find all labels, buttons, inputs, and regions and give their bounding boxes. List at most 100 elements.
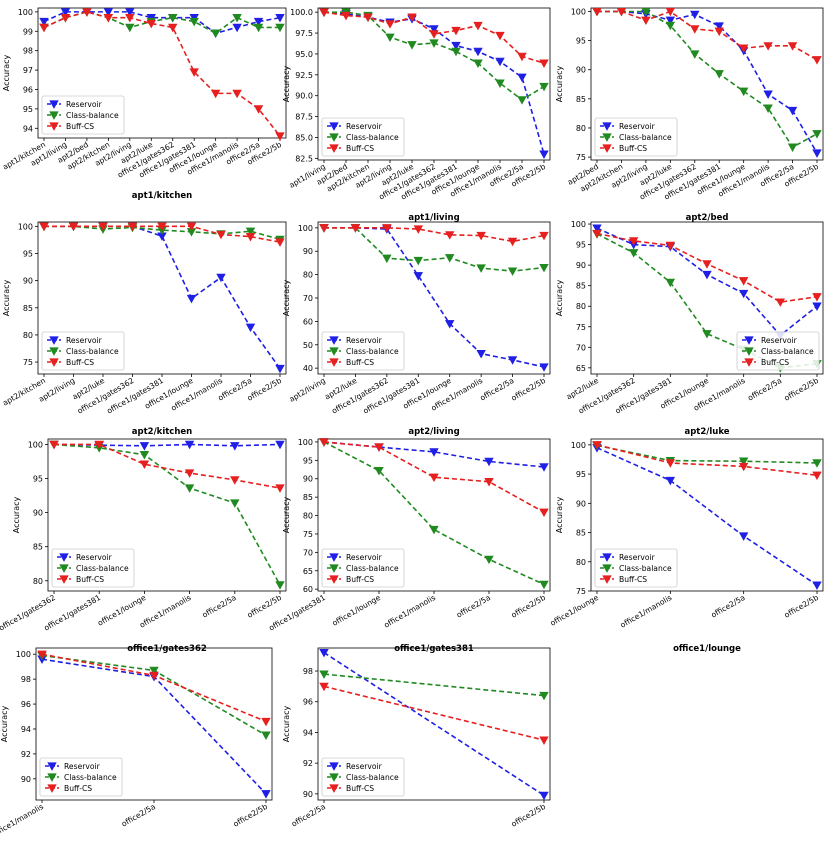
y-tick-label: 92: [303, 759, 313, 768]
chart-title: apt1/kitchen: [132, 191, 192, 201]
data-point-class-balance: [641, 7, 651, 17]
y-tick-label: 85: [576, 95, 586, 104]
data-point-class-balance: [738, 457, 749, 467]
y-axis-label: Accuracy: [282, 496, 291, 533]
legend-label-class-balance: Class-balance: [346, 773, 399, 782]
legend-marker-buff-cs: [329, 784, 339, 793]
data-point-buff-cs: [539, 508, 549, 518]
data-point-class-balance: [230, 499, 240, 508]
y-tick-label: 75: [576, 153, 586, 162]
data-point-buff-cs: [245, 232, 256, 242]
data-point-class-balance: [210, 29, 221, 39]
legend-marker-reservoir: [47, 762, 57, 771]
y-axis-label: Accuracy: [282, 279, 291, 316]
data-point-reservoir: [275, 440, 285, 450]
y-tick-label: 92.5: [295, 71, 313, 80]
chart-title: office1/gates381: [394, 644, 474, 654]
x-tick-label: office2/5b: [510, 593, 547, 620]
data-point-buff-cs: [319, 438, 329, 447]
data-point-buff-cs: [484, 478, 494, 487]
data-point-reservoir: [139, 442, 150, 451]
y-tick-label: 60: [303, 585, 313, 594]
y-tick-label: 80: [303, 271, 313, 280]
legend: Reservoir Class-balance Buff-CS: [39, 757, 123, 797]
legend-box: [736, 331, 820, 371]
data-point-buff-cs: [690, 25, 700, 34]
legend-marker-reservoir: [329, 762, 339, 771]
y-axis-label: Accuracy: [282, 65, 291, 102]
chart-panel-office1-lounge: 75 80 85 90 95 100 Accuracy office1/lounge offic…: [549, 438, 824, 654]
data-point-buff-cs: [189, 68, 199, 77]
data-point-class-balance: [665, 278, 676, 288]
legend-marker-buff-cs: [602, 575, 612, 584]
legend: Reservoir Class-balance Buff-CS: [41, 331, 125, 371]
data-point-class-balance: [385, 33, 395, 43]
legend-marker-buff-cs: [49, 358, 59, 367]
data-point-class-balance: [168, 14, 178, 23]
legend-label-class-balance: Class-balance: [346, 564, 399, 573]
data-point-buff-cs: [495, 31, 505, 41]
data-point-buff-cs: [812, 471, 822, 481]
x-tick-label: office2/5b: [783, 593, 820, 620]
legend-label-class-balance: Class-balance: [76, 564, 129, 573]
data-point-buff-cs: [275, 238, 285, 247]
legend: Reservoir Class-balance Buff-CS: [51, 548, 135, 588]
x-tick-label: office2/5a: [290, 802, 327, 829]
legend-marker-class-balance: [49, 111, 59, 120]
y-tick-label: 85.0: [295, 133, 313, 142]
data-point-class-balance: [763, 104, 773, 113]
legend-marker-class-balance: [47, 773, 57, 782]
legend-label-reservoir: Reservoir: [64, 762, 101, 771]
data-point-buff-cs: [763, 42, 773, 51]
data-point-buff-cs: [60, 14, 71, 23]
data-point-reservoir: [245, 323, 256, 333]
y-tick-label: 98: [23, 47, 33, 56]
series-line-reservoir: [43, 11, 281, 35]
legend-label-class-balance: Class-balance: [346, 133, 399, 142]
y-tick-label: 99: [23, 27, 33, 36]
y-axis-label: Accuracy: [2, 54, 11, 91]
data-point-reservoir: [539, 363, 549, 372]
y-tick-label: 65: [303, 567, 313, 576]
data-point-reservoir: [484, 457, 494, 467]
data-point-class-balance: [507, 267, 518, 276]
data-point-reservoir: [232, 23, 242, 33]
legend-marker-class-balance: [59, 564, 69, 573]
legend-marker-buff-cs: [744, 358, 754, 367]
legend-marker-reservoir: [602, 553, 612, 562]
data-point-class-balance: [484, 555, 494, 565]
data-point-class-balance: [473, 59, 483, 68]
plot-frame: [317, 647, 551, 801]
data-point-buff-cs: [714, 27, 724, 37]
data-point-buff-cs: [787, 42, 798, 51]
y-tick-label: 80: [576, 558, 586, 567]
legend-marker-buff-cs: [49, 122, 59, 131]
legend-label-reservoir: Reservoir: [346, 762, 383, 771]
y-axis-label: Accuracy: [555, 279, 564, 316]
data-point-reservoir: [429, 448, 439, 457]
x-tick-label: office2/5a: [455, 593, 492, 620]
y-tick-label: 100: [18, 222, 33, 231]
data-point-buff-cs: [517, 52, 527, 62]
data-point-buff-cs: [184, 469, 195, 478]
series-line-reservoir: [596, 227, 818, 337]
x-tick-label: office2/5b: [232, 802, 269, 829]
legend-label-reservoir: Reservoir: [66, 100, 103, 109]
data-point-class-balance: [628, 249, 639, 258]
data-point-buff-cs: [592, 7, 602, 17]
data-point-reservoir: [812, 581, 822, 590]
y-tick-label: 90: [23, 277, 33, 286]
series-line-class-balance: [596, 444, 818, 464]
y-tick-label: 90: [576, 499, 586, 508]
legend-box: [594, 117, 678, 157]
data-point-class-balance: [812, 130, 822, 139]
data-point-reservoir: [714, 22, 724, 31]
chart-panel-apt2-living: 40 50 60 70 80 90 100 Accuracy apt2/living apt2/l…: [282, 221, 551, 437]
chart-title: office1/lounge: [673, 644, 741, 654]
series-line-buff-cs: [323, 11, 545, 64]
series-line-class-balance: [43, 11, 280, 35]
data-point-buff-cs: [592, 441, 602, 450]
data-point-reservoir: [507, 356, 518, 365]
y-tick-label: 100: [298, 224, 313, 233]
